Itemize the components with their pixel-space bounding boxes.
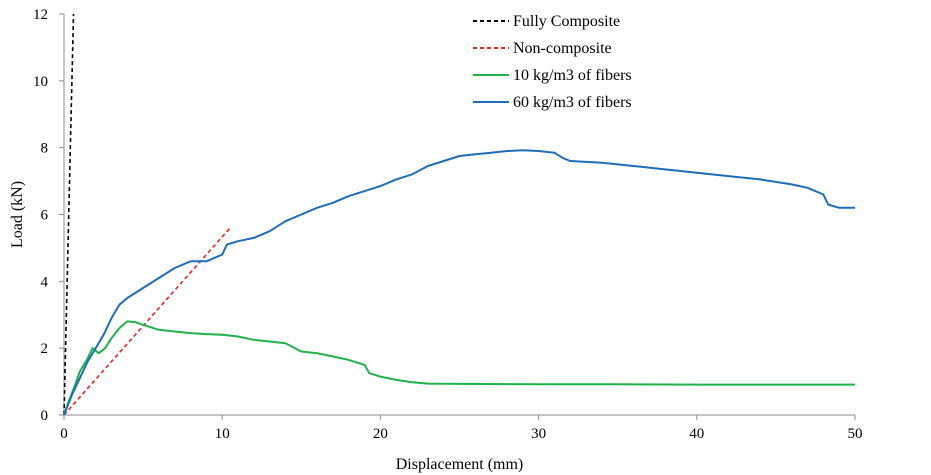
- series-line-60-kg-m3-of-fibers: [63, 149, 855, 416]
- y-tick-label: 4: [41, 274, 49, 290]
- y-tick-label: 0: [41, 408, 49, 424]
- x-tick-label: 20: [373, 426, 388, 442]
- y-tick-label: 12: [33, 7, 48, 23]
- legend-label-fully-composite: Fully Composite: [513, 13, 620, 30]
- series-layer: [63, 13, 855, 416]
- y-tick-label: 10: [33, 74, 48, 90]
- x-tick-label: 0: [60, 426, 68, 442]
- series-line-fully-composite: [63, 13, 75, 416]
- legend-label-non-composite: Non-composite: [513, 40, 612, 57]
- y-axis-label: Load (kN): [9, 181, 26, 248]
- x-tick-label: 50: [848, 426, 863, 442]
- x-axis-label: Displacement (mm): [396, 456, 524, 473]
- legend: Fully Composite Non-composite 10 kg/m3 of …: [473, 13, 632, 111]
- ticks: 0 10 20 30 40 50 0 2 4 6 8 10 12: [33, 7, 863, 442]
- x-tick-label: 30: [531, 426, 546, 442]
- y-tick-label: 2: [41, 341, 49, 357]
- series-line-non-composite: [63, 227, 231, 416]
- x-tick-label: 10: [215, 426, 230, 442]
- series-line-10-kg-m3-of-fibers: [63, 320, 855, 416]
- y-tick-label: 6: [41, 208, 49, 224]
- legend-label-10-kg-m3-of-fibers: 10 kg/m3 of fibers: [513, 67, 632, 84]
- legend-label-60-kg-m3-of-fibers: 60 kg/m3 of fibers: [513, 94, 632, 111]
- y-tick-label: 8: [41, 141, 49, 157]
- x-tick-label: 40: [689, 426, 704, 442]
- axes: [63, 14, 855, 416]
